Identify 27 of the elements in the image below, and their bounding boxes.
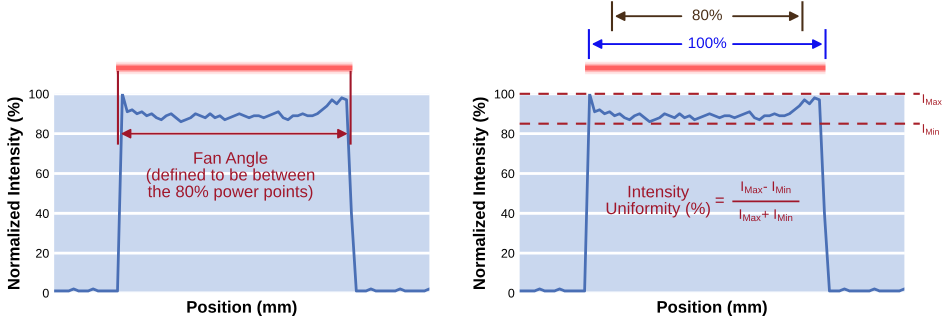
annotation: Fan Angle (defined to be between the 80% power points): [146, 152, 314, 201]
y-tick-label: 40: [501, 209, 514, 218]
y-tick-label: 0: [42, 288, 49, 298]
ref-line-label: I$_{Max}$: [922, 94, 942, 105]
y-tick-label: 80: [501, 129, 514, 138]
annotation: I$_{Max}$+ I$_{Min}$: [740, 209, 792, 222]
annotation: Intensity Uniformity (%): [606, 185, 710, 218]
annotation: I$_{Max}$- I$_{Min}$: [742, 181, 790, 194]
y-tick-label: 80: [36, 129, 49, 138]
x-axis-title: Position (mm): [658, 300, 767, 316]
y-tick-label: 20: [36, 248, 49, 258]
y-axis-title: Normalized Intensity (%): [7, 97, 23, 290]
ref-line-label: I$_{Min}$: [922, 124, 939, 135]
line-series: [520, 94, 904, 292]
x-axis-title: Position (mm): [187, 300, 297, 316]
annotation: =: [716, 197, 724, 203]
line-series: [54, 94, 430, 292]
y-tick-label: 60: [502, 169, 514, 178]
y-tick-label: 100: [494, 90, 514, 99]
y-tick-label: 100: [29, 90, 49, 99]
text: 80%: [692, 9, 722, 20]
y-tick-label: 20: [502, 248, 514, 258]
y-tick-label: 0: [508, 288, 514, 298]
y-tick-label: 40: [36, 209, 49, 218]
text: 100%: [688, 37, 726, 48]
y-axis-title: Normalized Intensity (%): [472, 97, 488, 290]
y-tick-label: 60: [36, 169, 49, 178]
